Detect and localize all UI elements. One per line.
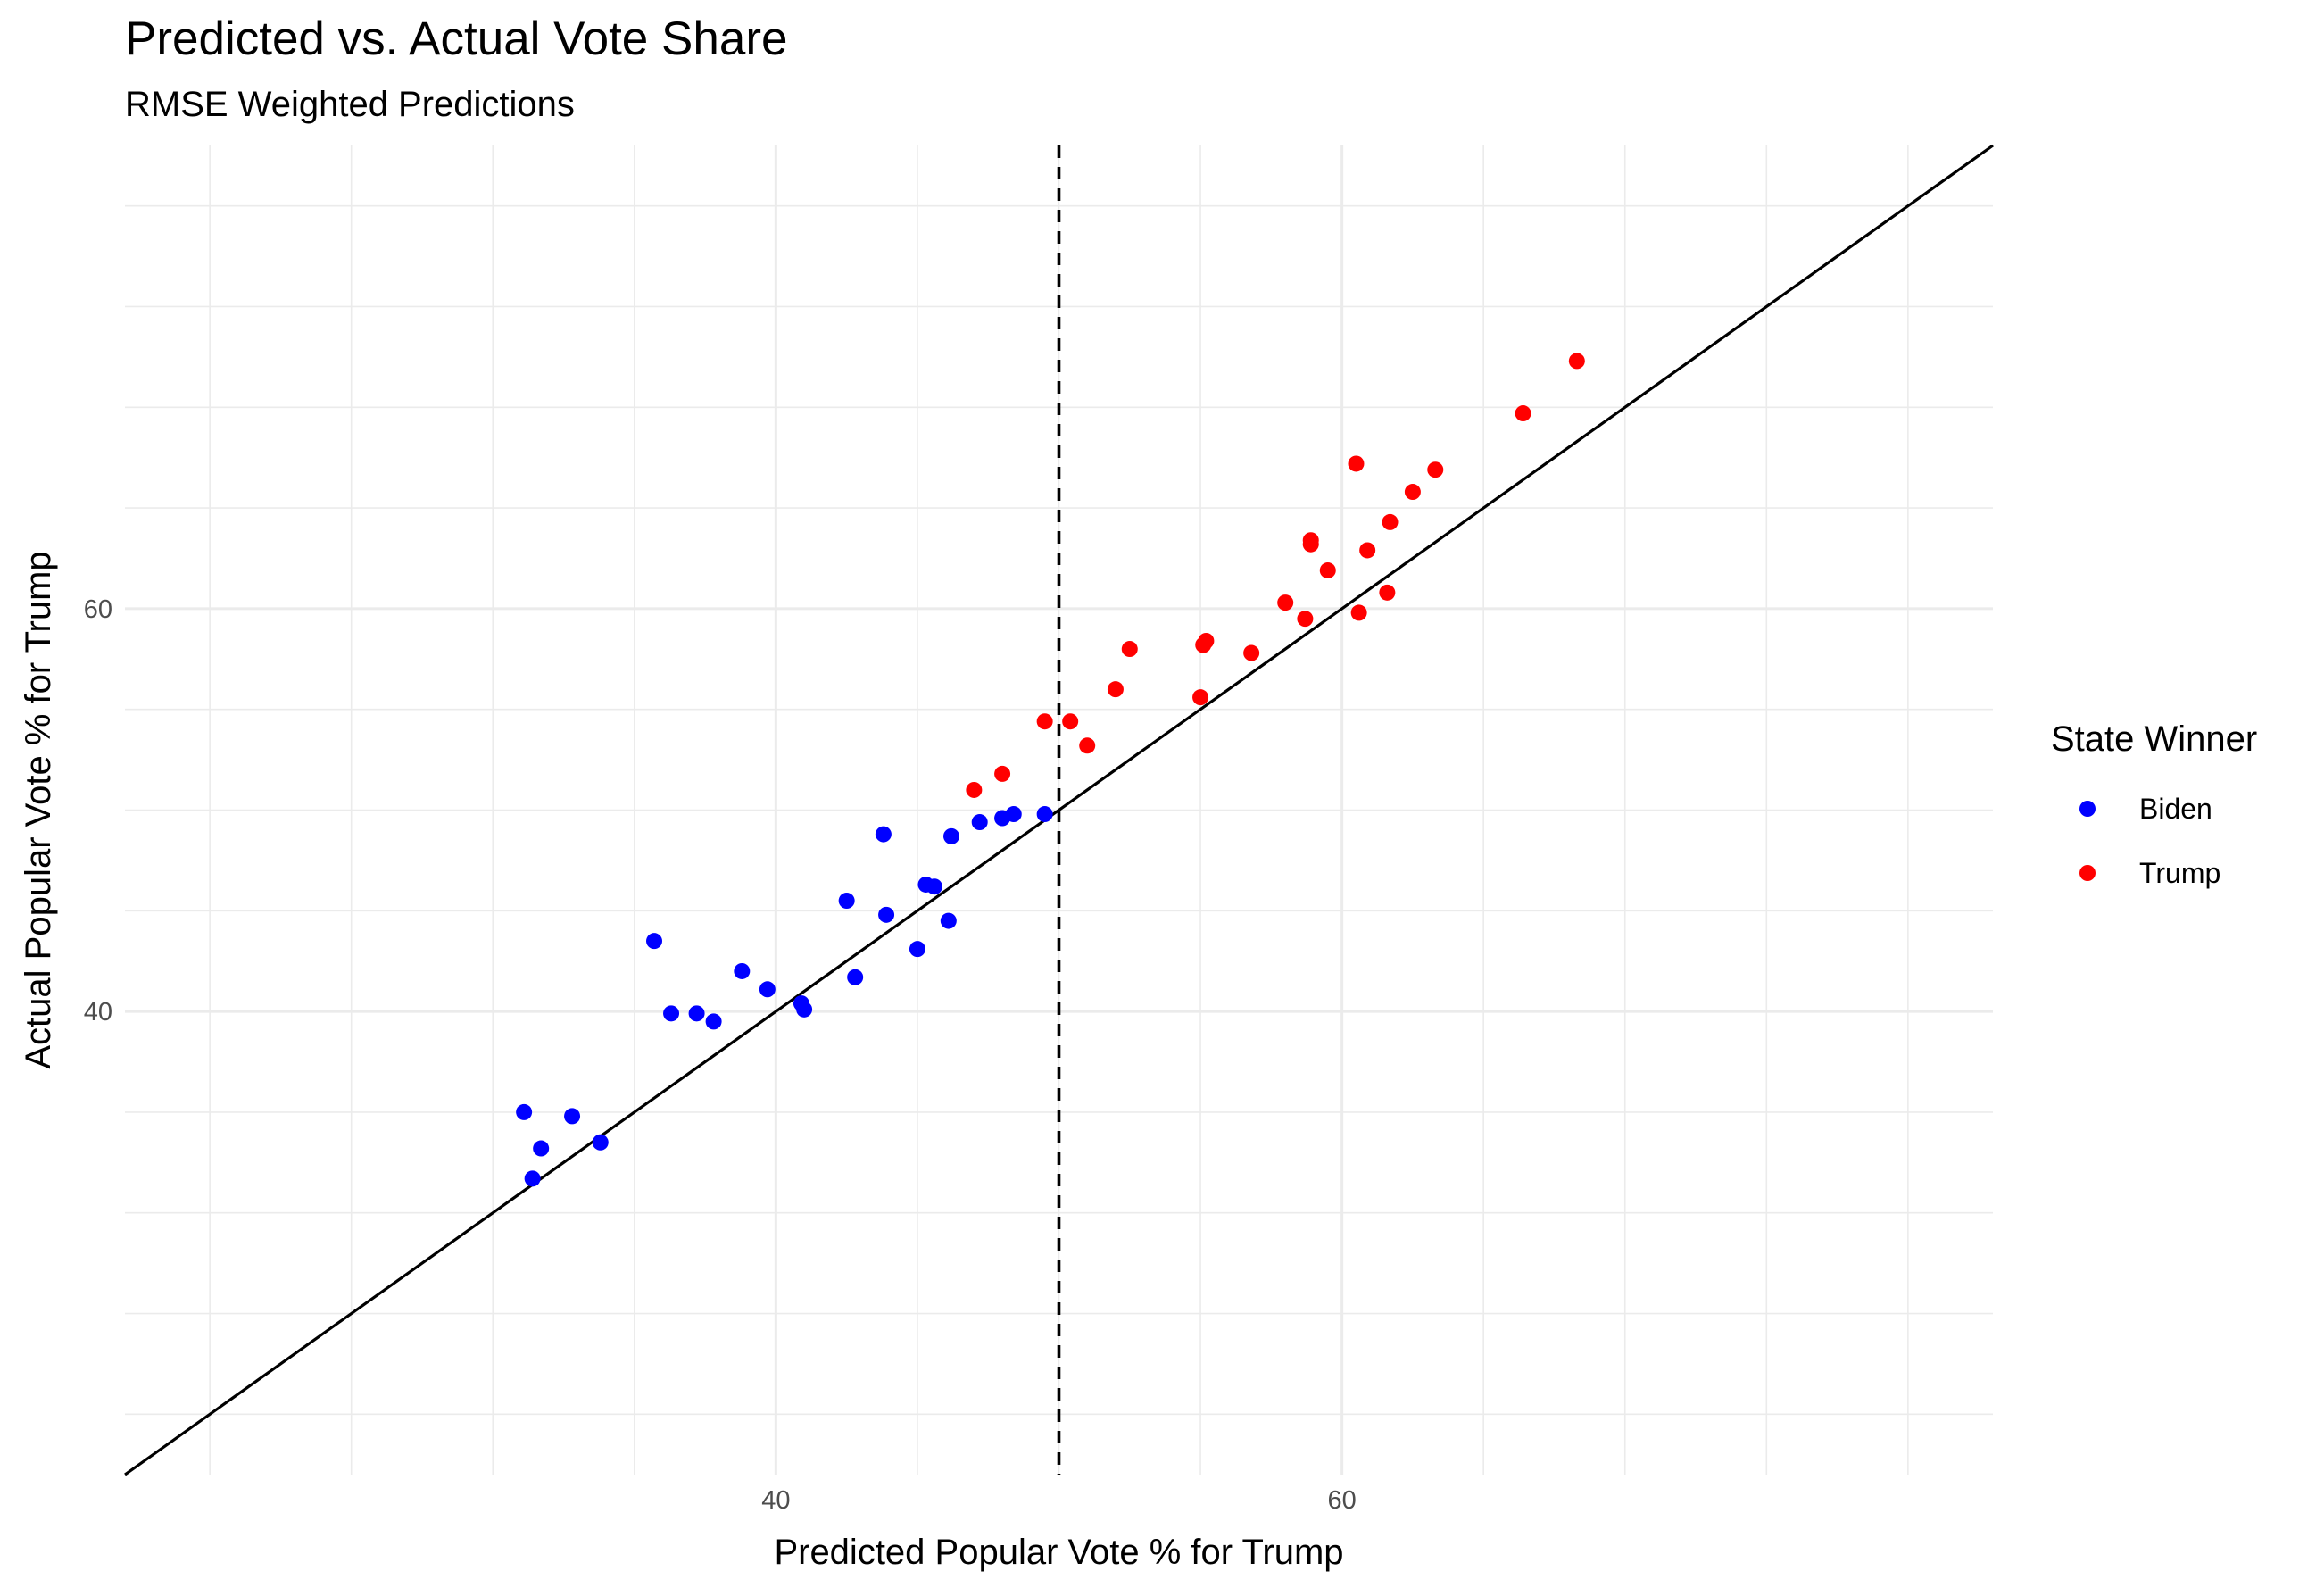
data-point-biden: [925, 878, 942, 895]
data-point-trump: [1404, 484, 1421, 501]
legend: State Winner Biden Trump: [2051, 719, 2257, 889]
data-point-trump: [1062, 713, 1079, 730]
x-axis-title: Predicted Popular Vote % for Trump: [774, 1533, 1343, 1572]
chart-title: Predicted vs. Actual Vote Share: [125, 12, 787, 65]
y-axis-title: Actual Popular Vote % for Trump: [19, 551, 58, 1068]
data-point-trump: [1350, 604, 1367, 621]
data-point-biden: [759, 981, 776, 998]
data-point-biden: [646, 933, 663, 950]
data-point-biden: [971, 814, 988, 831]
data-point-trump: [1382, 513, 1399, 530]
data-points: [516, 353, 1585, 1187]
data-point-trump: [1107, 681, 1124, 698]
data-point-biden: [533, 1140, 550, 1157]
data-point-biden: [796, 1001, 813, 1018]
legend-label-biden: Biden: [2139, 793, 2212, 825]
tick-labels: 40 60 40 60: [84, 595, 1357, 1515]
data-point-biden: [909, 941, 925, 958]
data-point-biden: [705, 1013, 722, 1030]
data-point-trump: [1302, 532, 1319, 549]
data-point-trump: [1319, 562, 1336, 579]
data-point-biden: [1036, 806, 1053, 823]
data-point-biden: [940, 912, 957, 929]
data-point-trump: [1277, 594, 1294, 611]
data-point-trump: [1427, 461, 1444, 478]
data-point-biden: [1005, 806, 1022, 823]
data-point-biden: [663, 1005, 680, 1022]
legend-label-trump: Trump: [2139, 857, 2220, 889]
data-point-biden: [942, 827, 959, 844]
legend-title: State Winner: [2051, 719, 2257, 759]
data-point-trump: [1348, 455, 1365, 472]
data-point-trump: [1379, 584, 1396, 601]
y-tick-label: 60: [84, 595, 112, 624]
data-point-trump: [1297, 611, 1314, 628]
data-point-trump: [1568, 353, 1585, 370]
data-point-biden: [564, 1108, 581, 1125]
data-point-trump: [966, 781, 983, 798]
chart-subtitle: RMSE Weighted Predictions: [125, 85, 575, 124]
data-point-biden: [838, 893, 855, 910]
reference-lines: [124, 144, 1994, 1476]
data-point-trump: [1079, 737, 1096, 754]
data-point-biden: [688, 1005, 705, 1022]
legend-swatch-biden: [2079, 801, 2096, 817]
legend-swatch-trump: [2079, 865, 2096, 881]
data-point-trump: [994, 765, 1011, 782]
x-tick-label: 60: [1327, 1486, 1356, 1515]
data-point-trump: [1198, 632, 1215, 649]
data-point-trump: [1243, 644, 1260, 661]
data-point-biden: [524, 1170, 541, 1187]
data-point-trump: [1359, 542, 1376, 559]
data-point-biden: [516, 1103, 533, 1120]
data-point-trump: [1121, 641, 1138, 658]
data-point-biden: [847, 969, 864, 985]
data-point-biden: [875, 826, 892, 843]
data-point-trump: [1036, 713, 1053, 730]
data-point-biden: [592, 1134, 609, 1151]
x-tick-label: 40: [761, 1486, 790, 1515]
data-point-trump: [1192, 689, 1209, 706]
data-point-biden: [734, 962, 751, 979]
data-point-biden: [878, 906, 895, 923]
data-point-trump: [1515, 405, 1531, 422]
y-tick-label: 40: [84, 998, 112, 1027]
